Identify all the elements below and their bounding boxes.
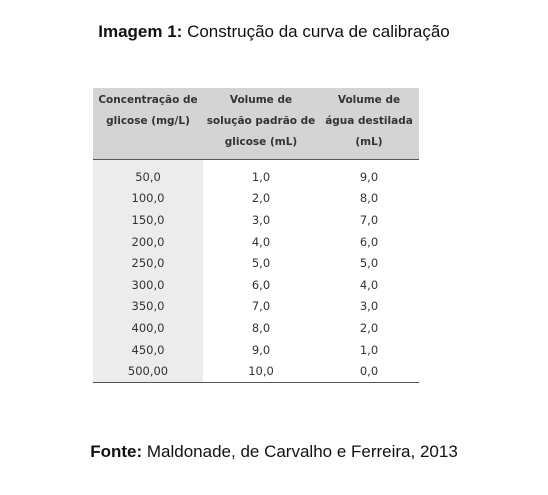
table-cell: 3,0 [359, 299, 379, 314]
table-cell: 10,0 [203, 360, 319, 383]
table-cell: 2,0 [359, 320, 379, 335]
table-cell: 450,0 [93, 338, 203, 361]
table-cell: 2,0 [251, 191, 271, 206]
table-cell: 1,0 [359, 342, 379, 357]
table-cell: 9,0 [359, 169, 379, 184]
table-cell: 1,0 [251, 169, 271, 184]
calibration-table: Concentração de glicose (mg/L) Volume de … [93, 88, 419, 383]
table-cell: 150,0 [93, 209, 203, 231]
header-row: Concentração de glicose (mg/L) Volume de … [93, 88, 419, 160]
table-row: 250,0 5,0 5,0 [93, 252, 419, 274]
source-text: Maldonade, de Carvalho e Ferreira, 2013 [146, 442, 458, 461]
source-label: Fonte: [90, 442, 143, 461]
table-cell: 500,00 [93, 360, 203, 383]
table-row: 400,0 8,0 2,0 [93, 317, 419, 339]
caption-label: Imagem 1: [98, 22, 183, 41]
table-cell: 3,0 [251, 212, 271, 227]
table-cell: 100,0 [93, 187, 203, 210]
table-row: 50,0 1,0 9,0 [93, 159, 419, 188]
table-cell: 250,0 [93, 252, 203, 274]
table-cell: 300,0 [93, 273, 203, 296]
table-cell: 6,0 [251, 277, 271, 292]
table-cell: 8,0 [359, 191, 379, 206]
table-row: 200,0 4,0 6,0 [93, 230, 419, 253]
table-cell: 7,0 [251, 299, 271, 314]
table-cell: 9,0 [251, 342, 271, 357]
source: Fonte: Maldonade, de Carvalho e Ferreira… [0, 442, 548, 462]
table-row: 100,0 2,0 8,0 [93, 187, 419, 210]
table-cell: 5,0 [251, 256, 271, 271]
table-cell: 0,0 [319, 360, 419, 383]
table-cell: 7,0 [359, 212, 379, 227]
table-row: 150,0 3,0 7,0 [93, 209, 419, 231]
table-cell: 200,0 [93, 230, 203, 253]
table-cell: 5,0 [359, 256, 379, 271]
table-cell: 50,0 [93, 159, 203, 188]
table-cell: 8,0 [251, 320, 271, 335]
column-header: Concentração de glicose (mg/L) [93, 88, 203, 160]
table-cell: 400,0 [93, 317, 203, 339]
table-cell: 350,0 [93, 295, 203, 318]
table-cell: 6,0 [359, 234, 379, 249]
table-cell: 4,0 [251, 234, 271, 249]
table-cell: 4,0 [359, 277, 379, 292]
caption-text: Construção da curva de calibração [187, 22, 450, 41]
caption-title: Imagem 1: Construção da curva de calibra… [0, 22, 548, 42]
table-row: 450,0 9,0 1,0 [93, 338, 419, 361]
table-row: 300,0 6,0 4,0 [93, 273, 419, 296]
column-header: Volume de água destilada (mL) [319, 88, 419, 160]
table-row: 500,00 10,0 0,0 [93, 360, 419, 383]
column-header: Volume de solução padrão de glicose (mL) [203, 88, 319, 160]
table-row: 350,0 7,0 3,0 [93, 295, 419, 318]
